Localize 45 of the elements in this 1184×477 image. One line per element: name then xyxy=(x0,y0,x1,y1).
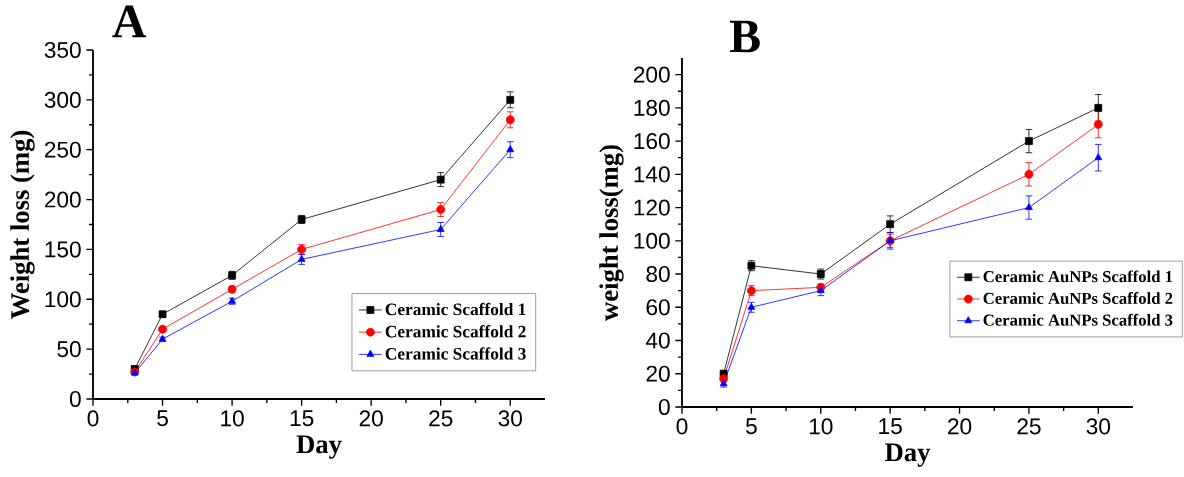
y-tick-label: 140 xyxy=(634,166,670,183)
x-tick-label: 0 xyxy=(87,410,99,427)
x-tick-label: 5 xyxy=(745,418,757,435)
y-tick-label: 200 xyxy=(44,191,81,208)
y-tick-label: 50 xyxy=(57,341,81,358)
chart-title: B xyxy=(729,20,760,53)
y-tick-label: 160 xyxy=(634,133,670,150)
y-tick-label: 120 xyxy=(634,199,670,216)
y-tick-label: 0 xyxy=(658,398,670,416)
y-tick-label: 20 xyxy=(646,365,670,382)
x-tick-label: 15 xyxy=(290,410,314,427)
legend-label: Ceramic Scaffold 3 xyxy=(385,347,526,360)
y-tick-label: 60 xyxy=(646,299,670,316)
legend-label: Ceramic Scaffold 2 xyxy=(385,325,526,338)
y-axis-title: Weight loss (mg) xyxy=(10,130,35,319)
legend-label: Ceramic AuNPs Scaffold 2 xyxy=(983,292,1173,305)
y-tick-label: 200 xyxy=(633,66,670,83)
y-tick-label: 80 xyxy=(646,266,670,283)
legend-label: Ceramic Scaffold 1 xyxy=(385,302,526,316)
y-tick-label: 250 xyxy=(44,141,81,158)
chart-title: A xyxy=(112,5,147,38)
x-axis-title: Day xyxy=(296,435,342,459)
y-tick-label: 100 xyxy=(45,291,81,308)
y-tick-label: 150 xyxy=(45,241,81,258)
legend-label: Ceramic AuNPs Scaffold 3 xyxy=(983,313,1173,326)
x-axis-title: Day xyxy=(885,443,931,467)
x-tick-label: 25 xyxy=(1017,418,1041,435)
x-tick-label: 10 xyxy=(809,418,833,435)
y-tick-label: 300 xyxy=(44,91,81,108)
y-tick-label: 0 xyxy=(69,390,81,408)
x-tick-label: 0 xyxy=(676,418,688,435)
x-tick-label: 30 xyxy=(498,410,522,427)
y-axis-title: weight loss(mg) xyxy=(599,145,624,321)
x-tick-label: 20 xyxy=(948,418,972,435)
x-tick-label: 25 xyxy=(429,410,453,427)
y-tick-label: 350 xyxy=(44,41,81,59)
x-tick-label: 20 xyxy=(359,410,383,427)
x-tick-label: 30 xyxy=(1086,418,1111,435)
y-tick-label: 100 xyxy=(634,232,670,249)
y-tick-label: 180 xyxy=(634,99,670,116)
y-tick-label: 40 xyxy=(645,332,670,349)
legend-label: Ceramic AuNPs Scaffold 1 xyxy=(983,270,1173,283)
x-tick-label: 5 xyxy=(157,410,168,427)
x-tick-label: 10 xyxy=(221,410,244,427)
x-tick-label: 15 xyxy=(879,418,902,435)
